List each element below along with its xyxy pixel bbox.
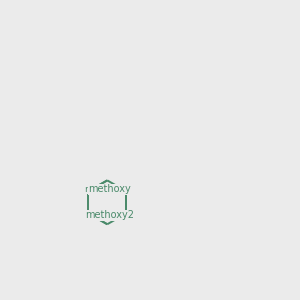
Text: O: O [114,184,122,194]
Text: methoxy2: methoxy2 [85,210,134,220]
Text: methoxy: methoxy [84,184,124,194]
Text: O: O [109,184,117,194]
Text: methoxy: methoxy [88,184,131,194]
Text: O: O [114,210,122,220]
